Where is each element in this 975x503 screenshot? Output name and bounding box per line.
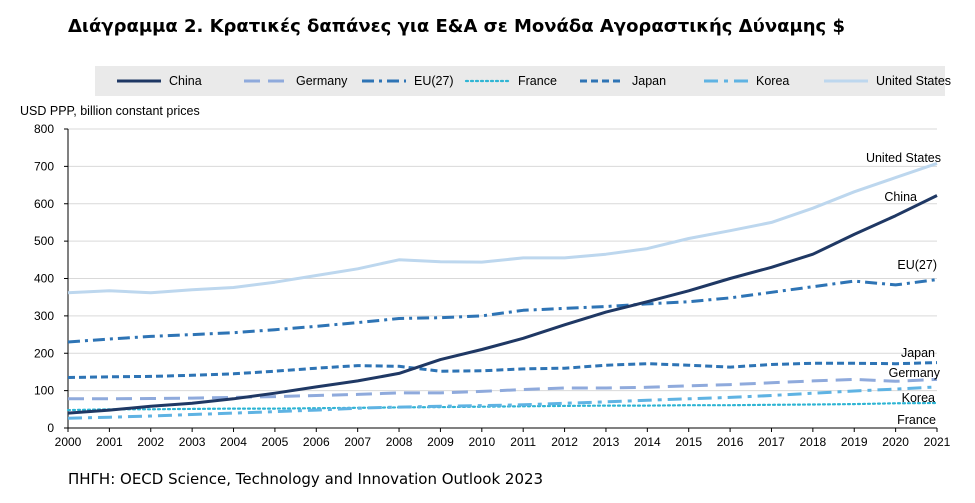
x-tick-label: 2007	[344, 435, 371, 449]
legend-swatch	[824, 79, 868, 83]
end-label-united-states: United States	[866, 151, 941, 165]
end-label-france: France	[897, 413, 936, 427]
x-tick-label: 2018	[800, 435, 827, 449]
y-tick-label: 500	[34, 234, 54, 248]
legend-label: Germany	[296, 74, 348, 88]
legend-swatch	[117, 79, 161, 83]
series-line-united-states	[67, 161, 938, 295]
legend-swatch	[704, 79, 748, 83]
x-tick-label: 2005	[262, 435, 289, 449]
legend-swatch	[244, 79, 288, 83]
x-tick-label: 2019	[841, 435, 868, 449]
y-tick-label: 600	[34, 197, 54, 211]
series-line-korea	[67, 385, 938, 420]
x-tick-label: 2015	[675, 435, 702, 449]
x-tick-label: 2001	[96, 435, 123, 449]
x-tick-label: 2012	[551, 435, 578, 449]
legend-item: Korea	[702, 66, 789, 96]
legend-item: Germany	[242, 66, 347, 96]
series-line-germany	[68, 377, 938, 401]
y-tick-label: 200	[34, 346, 54, 360]
legend-swatch	[580, 79, 624, 83]
end-label-china: China	[884, 190, 917, 204]
x-tick-label: 2004	[220, 435, 247, 449]
x-tick-label: 2006	[303, 435, 330, 449]
y-axis-label: USD PPP, billion constant prices	[20, 104, 200, 118]
x-tick-label: 2016	[717, 435, 744, 449]
x-tick-label: 2020	[882, 435, 909, 449]
x-tick-label: 2008	[386, 435, 413, 449]
legend-label: France	[518, 74, 557, 88]
legend-swatch	[464, 79, 512, 83]
legend-label: EU(27)	[414, 74, 454, 88]
end-label-korea: Korea	[902, 391, 935, 405]
series-line-japan	[67, 361, 938, 379]
y-tick-label: 800	[34, 122, 54, 136]
legend-swatch	[362, 79, 406, 83]
chart-title: Διάγραμμα 2. Κρατικές δαπάνες για Ε&Α σε…	[68, 16, 845, 37]
legend-label: United States	[876, 74, 952, 88]
legend-item: Japan	[578, 66, 666, 96]
y-tick-label: 300	[34, 309, 54, 323]
y-tick-label: 400	[34, 272, 54, 286]
x-tick-label: 2014	[634, 435, 661, 449]
legend-item: EU(27)	[360, 66, 454, 96]
x-tick-label: 2011	[510, 435, 536, 449]
end-label-germany: Germany	[889, 366, 941, 380]
legend-label: Japan	[632, 74, 667, 88]
x-tick-label: 2009	[427, 435, 454, 449]
chart-legend: China Germany EU(27) France Japan Korea United…	[95, 66, 951, 96]
series-line-china	[67, 194, 938, 415]
source-note: ΠΗΓΗ: OECD Science, Technology and Innov…	[68, 470, 544, 488]
x-tick-label: 2010	[468, 435, 495, 449]
y-tick-label: 0	[47, 421, 54, 435]
y-tick-label: 100	[34, 384, 54, 398]
y-tick-label: 700	[34, 159, 54, 173]
x-tick-label: 2021	[924, 435, 951, 449]
x-tick-label: 2003	[179, 435, 206, 449]
series-line-eu-27-	[67, 278, 938, 344]
x-tick-label: 2017	[758, 435, 785, 449]
series-line-france	[66, 401, 939, 412]
end-label-eu-27-: EU(27)	[897, 258, 937, 272]
legend-label: China	[169, 74, 202, 88]
legend-label: Korea	[756, 74, 790, 88]
legend-item: China	[115, 66, 202, 96]
x-tick-label: 2002	[137, 435, 164, 449]
legend-item: United States	[822, 66, 951, 96]
x-tick-label: 2000	[55, 435, 82, 449]
legend-item: France	[464, 66, 557, 96]
x-tick-label: 2013	[593, 435, 620, 449]
end-label-japan: Japan	[901, 346, 935, 360]
